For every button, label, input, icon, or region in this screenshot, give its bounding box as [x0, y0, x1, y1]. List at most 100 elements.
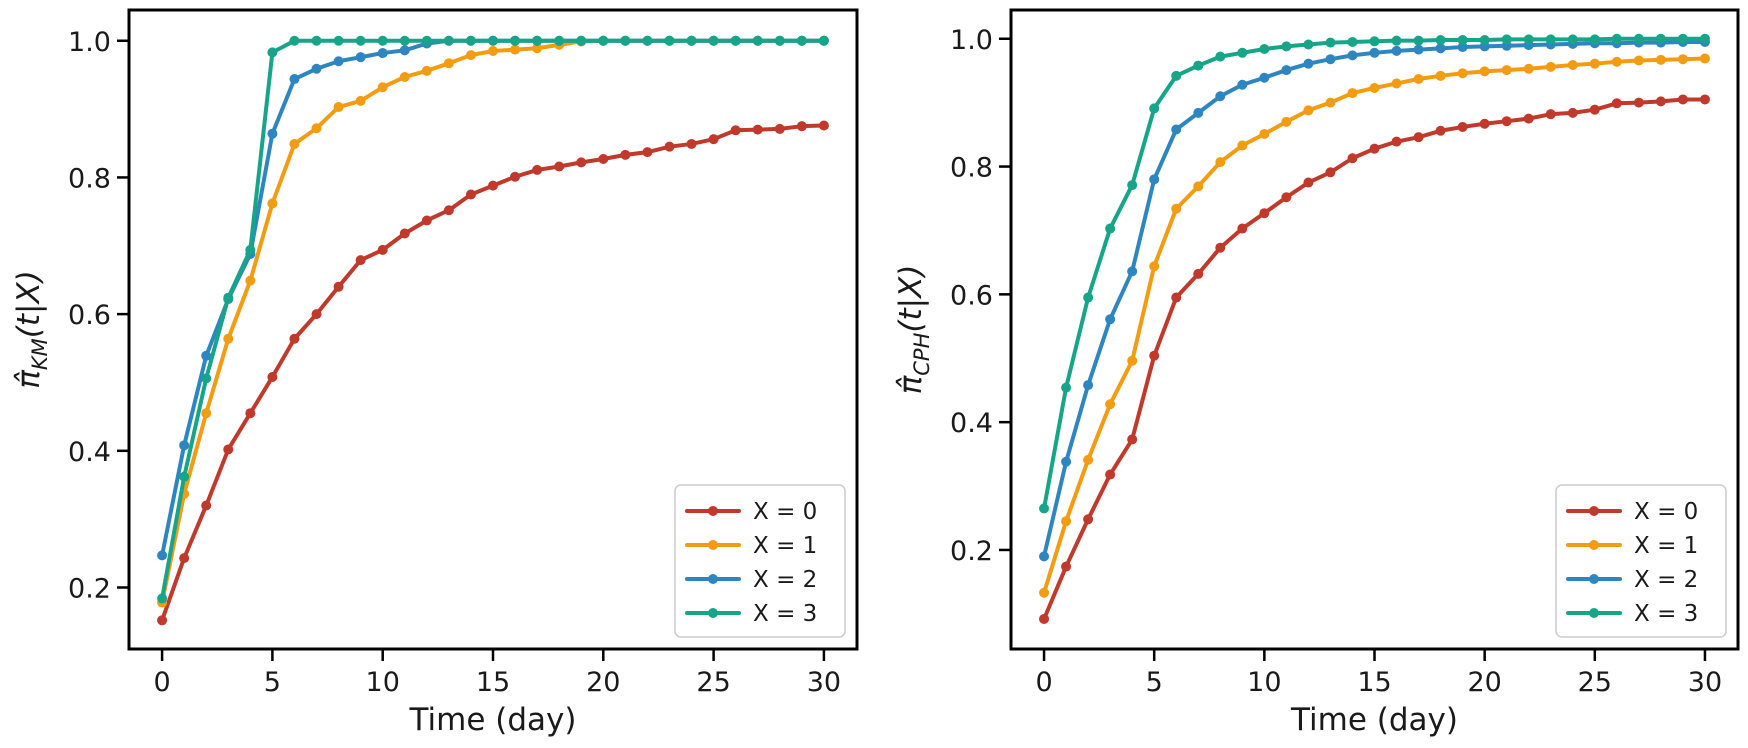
legend-marker — [708, 506, 718, 516]
data-point — [289, 333, 300, 344]
x-tick-label: 25 — [1578, 667, 1612, 698]
data-point — [1215, 51, 1226, 62]
data-point — [576, 35, 587, 46]
data-point — [1039, 503, 1050, 514]
data-point — [488, 35, 498, 46]
legend-entry: X = 0 — [1634, 499, 1698, 525]
data-point — [267, 47, 278, 58]
data-point — [1215, 242, 1226, 253]
data-point — [1259, 128, 1270, 139]
data-point — [333, 102, 344, 113]
legend-box — [674, 484, 846, 638]
data-point — [1237, 47, 1248, 58]
x-tick-label: 25 — [696, 667, 730, 698]
data-point — [664, 35, 675, 46]
data-point — [774, 123, 785, 134]
data-point — [421, 35, 432, 46]
data-point — [1391, 35, 1402, 46]
data-point — [1413, 44, 1424, 55]
data-point — [1325, 54, 1336, 65]
data-point — [1083, 380, 1094, 391]
data-point — [333, 35, 344, 46]
data-point — [1171, 292, 1182, 303]
data-point — [355, 35, 366, 46]
data-point — [664, 141, 675, 152]
data-point — [532, 35, 543, 46]
data-point — [1171, 124, 1182, 135]
data-point — [1479, 118, 1490, 129]
data-point — [377, 244, 388, 255]
data-point — [488, 46, 498, 57]
data-point — [1083, 292, 1094, 303]
data-point — [1193, 181, 1204, 192]
data-point — [1149, 174, 1160, 185]
data-point — [465, 35, 476, 46]
data-point — [1061, 382, 1072, 393]
x-tick-label: 30 — [1688, 667, 1722, 698]
data-point — [1391, 136, 1402, 147]
data-point — [642, 147, 653, 158]
data-point — [1611, 98, 1622, 109]
data-point — [510, 35, 521, 46]
legend-entry: X = 1 — [753, 533, 817, 559]
legend-marker — [708, 540, 718, 550]
x-tick-label: 0 — [1035, 667, 1052, 698]
data-point — [1193, 268, 1204, 279]
data-point — [201, 408, 212, 419]
y-tick-label: 0.6 — [950, 280, 993, 311]
data-point — [642, 35, 653, 46]
data-point — [774, 35, 785, 46]
data-point — [1501, 116, 1512, 127]
legend-entry: X = 1 — [1634, 533, 1698, 559]
data-point — [1303, 39, 1314, 50]
data-point — [1677, 33, 1688, 44]
data-point — [1655, 54, 1666, 65]
data-point — [1325, 167, 1336, 178]
data-point — [179, 553, 190, 564]
y-axis-label: π̂KM(t|X) — [11, 270, 52, 389]
y-tick-label: 0.8 — [68, 163, 111, 194]
y-tick-label: 1.0 — [950, 25, 993, 56]
data-point — [311, 123, 322, 134]
data-point — [1127, 180, 1138, 191]
data-point — [818, 120, 829, 131]
x-tick-label: 10 — [366, 667, 400, 698]
data-point — [1567, 34, 1578, 45]
data-point — [1677, 54, 1688, 65]
data-point — [377, 48, 388, 59]
data-point — [1105, 314, 1116, 325]
x-axis-label: Time (day) — [1290, 702, 1458, 738]
data-point — [708, 134, 719, 145]
data-point — [267, 128, 278, 139]
data-point — [1347, 88, 1358, 99]
y-tick-label: 0.8 — [950, 153, 993, 184]
cph-panel: 0 5 10 15 20 25 30 0.2 0.4 0.6 0.8 1.0 Time (day) π̂C… — [893, 8, 1740, 738]
data-point — [1545, 109, 1556, 120]
data-point — [1105, 223, 1116, 234]
data-point — [1061, 456, 1072, 467]
data-point — [1457, 68, 1468, 79]
data-point — [1237, 79, 1248, 90]
data-point — [1589, 34, 1600, 45]
y-tick-label: 0.4 — [68, 437, 111, 468]
data-point — [1413, 132, 1424, 143]
data-point — [1127, 266, 1138, 277]
data-point — [1149, 261, 1160, 272]
data-point — [1567, 59, 1578, 70]
data-point — [1039, 551, 1050, 562]
data-point — [1281, 41, 1292, 52]
data-point — [179, 440, 190, 451]
data-point — [377, 35, 388, 46]
data-point — [1171, 70, 1182, 81]
data-point — [1523, 63, 1534, 74]
data-point — [1347, 153, 1358, 164]
data-point — [1105, 469, 1116, 480]
km-panel: 0 5 10 15 20 25 30 0.2 0.4 0.6 0.8 1.0 Time (day) π̂K… — [11, 8, 859, 738]
data-point — [289, 74, 300, 85]
data-point — [1457, 35, 1468, 46]
data-point — [1259, 43, 1270, 54]
data-point — [1105, 399, 1116, 410]
data-point — [730, 125, 741, 136]
data-point — [1435, 43, 1446, 54]
